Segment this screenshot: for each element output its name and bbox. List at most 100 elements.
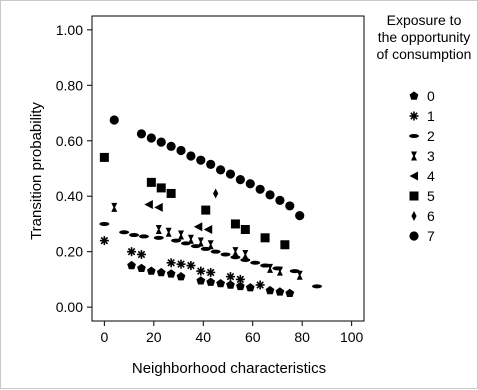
point-series-2	[99, 221, 110, 226]
legend-marker-7	[409, 231, 419, 241]
point-series-1	[225, 272, 235, 282]
series-2	[99, 221, 323, 289]
point-series-3	[232, 247, 239, 257]
point-series-2	[129, 233, 140, 238]
x-tick-label: 60	[245, 329, 261, 345]
legend-label-3: 3	[427, 148, 435, 164]
legend-label-4: 4	[427, 168, 435, 184]
point-series-3	[242, 249, 249, 259]
point-series-7	[255, 184, 265, 194]
point-series-2	[153, 235, 164, 240]
point-series-0	[245, 283, 255, 292]
legend-label-2: 2	[427, 128, 435, 144]
series-1	[99, 236, 265, 290]
point-series-1	[196, 266, 206, 276]
point-series-0	[166, 269, 176, 278]
point-series-0	[285, 288, 295, 297]
point-series-1	[99, 236, 109, 246]
point-series-2	[289, 269, 300, 274]
x-tick-label: 0	[100, 329, 108, 345]
point-series-3	[111, 202, 118, 212]
point-series-5	[166, 188, 176, 198]
y-tick-label: 0.20	[56, 244, 83, 260]
y-axis-title: Transition probability	[28, 102, 45, 240]
point-series-0	[216, 279, 225, 288]
legend-item-7: 7	[409, 228, 435, 244]
legend-item-0: 0	[409, 88, 435, 104]
point-series-0	[226, 280, 235, 289]
point-series-7	[295, 211, 305, 221]
point-series-0	[236, 281, 245, 291]
point-series-0	[137, 263, 146, 272]
point-series-7	[196, 155, 206, 165]
point-series-3	[276, 266, 283, 276]
point-series-7	[146, 133, 156, 143]
legend-label-5: 5	[427, 188, 435, 204]
point-series-4	[144, 200, 153, 210]
point-series-7	[176, 145, 186, 156]
series-3	[111, 202, 303, 280]
point-series-0	[275, 287, 285, 296]
point-series-0	[206, 277, 216, 286]
point-series-7	[245, 179, 255, 189]
point-series-1	[235, 274, 245, 284]
point-series-1	[206, 267, 216, 277]
point-series-1	[136, 249, 146, 259]
point-series-3	[187, 234, 194, 244]
point-series-7	[215, 165, 226, 175]
x-tick-label: 80	[294, 329, 310, 345]
point-series-5	[146, 177, 156, 187]
point-series-0	[156, 267, 166, 277]
point-series-4	[193, 222, 203, 232]
point-series-3	[296, 270, 303, 280]
legend-item-1: 1	[409, 108, 435, 124]
point-series-7	[225, 169, 236, 179]
point-series-2	[250, 260, 261, 265]
point-series-3	[155, 225, 162, 234]
legend-marker-2	[409, 134, 419, 138]
point-series-2	[138, 234, 149, 239]
point-series-3	[267, 263, 274, 273]
point-series-1	[176, 259, 186, 269]
x-tick-label: 20	[146, 329, 162, 345]
point-series-7	[109, 115, 119, 125]
point-series-7	[285, 201, 295, 211]
y-tick-label: 1.00	[56, 22, 83, 38]
x-axis-title: Neighborhood characteristics	[132, 360, 326, 377]
plot-border	[91, 15, 365, 322]
point-series-7	[235, 174, 245, 185]
point-series-2	[171, 238, 182, 243]
legend-item-3: 3	[411, 148, 435, 164]
series-6	[213, 188, 219, 199]
legend-marker-1	[409, 111, 419, 121]
point-series-2	[220, 252, 231, 257]
point-series-7	[186, 151, 196, 161]
y-tick-label: 0.40	[56, 188, 83, 204]
point-series-2	[230, 255, 241, 260]
legend-marker-0	[409, 91, 419, 100]
y-tick-label: 0.60	[56, 133, 83, 149]
point-series-0	[265, 285, 275, 295]
point-series-2	[190, 244, 201, 249]
point-series-2	[240, 258, 251, 262]
point-series-5	[230, 219, 240, 229]
point-series-0	[196, 276, 206, 285]
point-series-2	[210, 249, 221, 254]
point-series-2	[180, 241, 191, 246]
legend-item-5: 5	[409, 188, 435, 204]
point-series-0	[127, 260, 136, 270]
point-series-7	[275, 195, 285, 205]
point-series-7	[156, 137, 166, 147]
point-series-5	[260, 233, 270, 243]
data-points	[99, 115, 323, 297]
legend-label-6: 6	[427, 208, 435, 224]
point-series-5	[201, 205, 211, 215]
series-0	[127, 260, 295, 297]
legend-marker-5	[409, 191, 419, 201]
y-tick-label: 0.80	[56, 77, 83, 93]
plot-area	[91, 15, 365, 322]
legend-title-line: Exposure to	[387, 12, 462, 28]
